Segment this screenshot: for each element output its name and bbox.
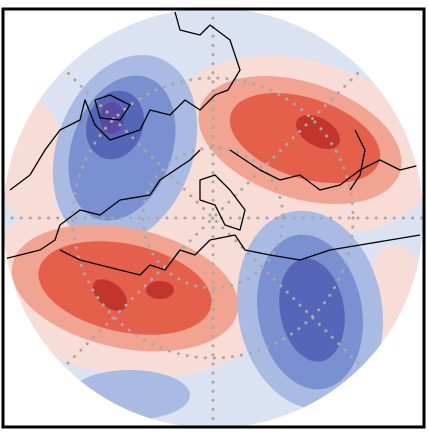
coastline <box>199 174 246 231</box>
coastline <box>9 11 241 191</box>
anomaly-positive <box>92 279 128 311</box>
latitude-circle <box>71 76 355 360</box>
coastline <box>229 149 421 191</box>
meridian <box>60 65 366 371</box>
coastline <box>3 149 201 261</box>
coastline <box>94 94 131 121</box>
meridian <box>60 65 366 371</box>
anomaly-negative <box>100 102 124 134</box>
anomaly-positive <box>146 281 174 299</box>
anomaly-positive <box>296 114 340 150</box>
anomaly-negative <box>70 370 190 420</box>
coastline <box>349 129 366 191</box>
coastline <box>59 234 421 276</box>
map-border <box>1 7 426 429</box>
latitude-circle <box>141 146 285 290</box>
anomaly-negative <box>279 258 345 362</box>
